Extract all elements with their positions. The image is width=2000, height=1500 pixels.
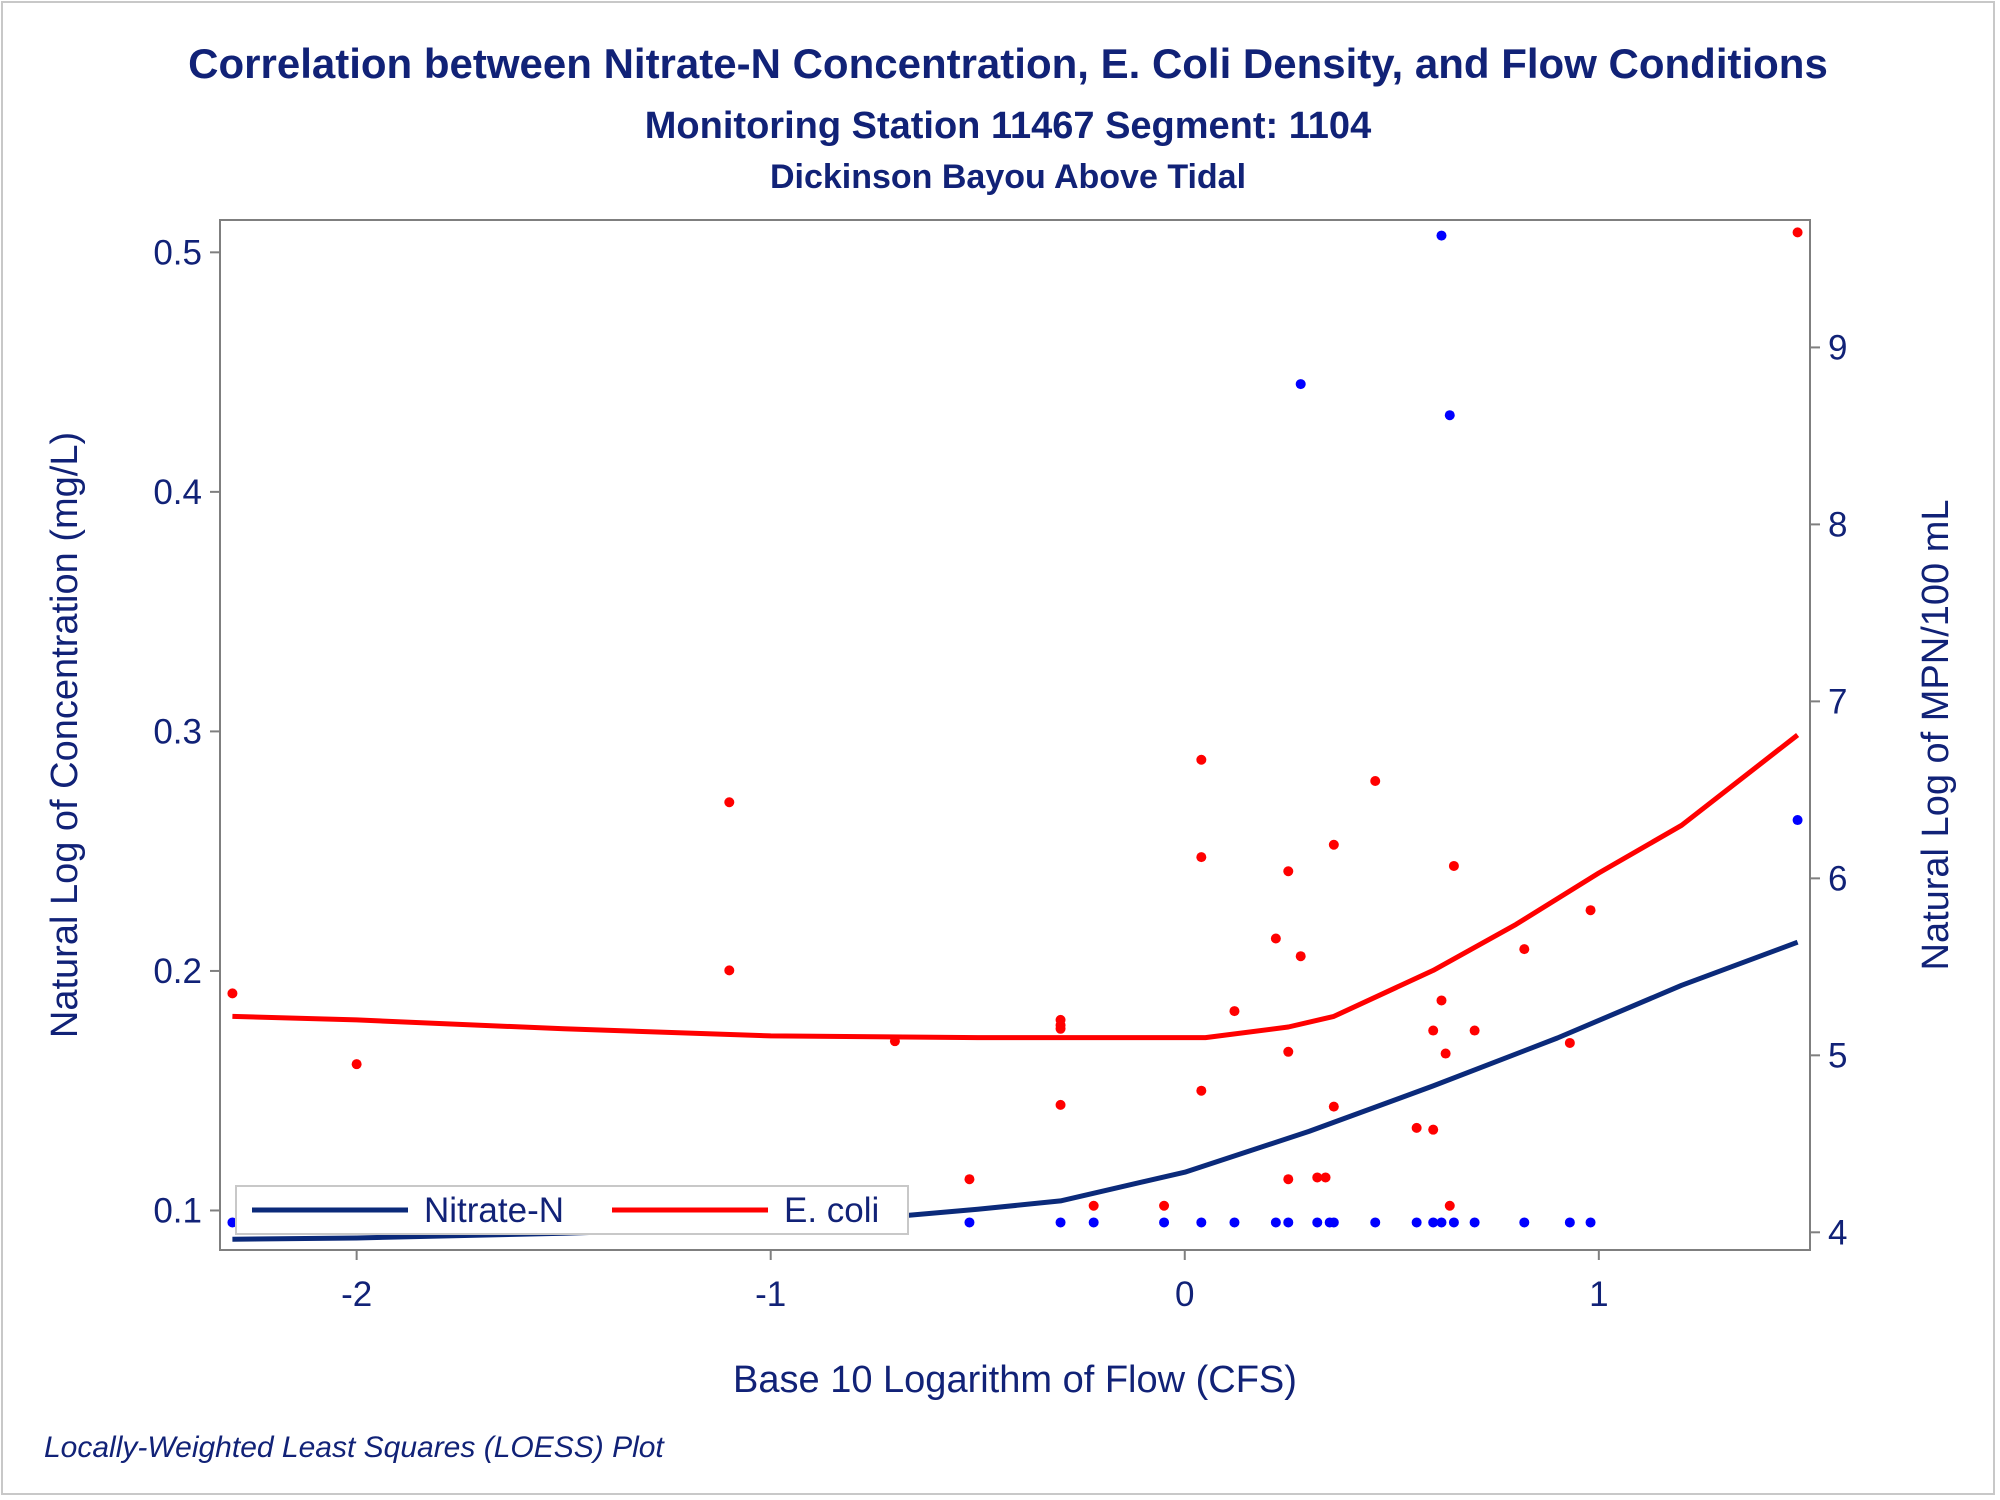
- y-tick-label: 0.1: [153, 1191, 202, 1230]
- y-tick-label: 0.5: [153, 233, 202, 272]
- y-tick-label: 0.2: [153, 952, 202, 991]
- y2-tick-label: 7: [1828, 682, 1847, 721]
- nitrate-point: [1088, 1217, 1099, 1228]
- ecoli-points: [227, 227, 1803, 1220]
- nitrate-point: [1792, 815, 1803, 826]
- ecoli-point: [1270, 933, 1281, 944]
- nitrate-point: [1411, 1217, 1422, 1228]
- ecoli-point: [1196, 852, 1207, 863]
- y-tick-label: 0.4: [153, 473, 202, 512]
- nitrate-point: [1196, 1217, 1207, 1228]
- nitrate-point: [1328, 1217, 1339, 1228]
- ecoli-point: [1196, 754, 1207, 765]
- ecoli-point: [1328, 1101, 1339, 1112]
- y2-tick-label: 4: [1828, 1213, 1847, 1252]
- x-tick-label: 0: [1175, 1275, 1194, 1314]
- ecoli-point: [1055, 1099, 1066, 1110]
- nitrate-point: [1229, 1217, 1240, 1228]
- ecoli-point: [1229, 1006, 1240, 1017]
- y-axis-right: 4 5 6 7 8 9: [1810, 328, 1847, 1252]
- nitrate-point: [1370, 1217, 1381, 1228]
- nitrate-point: [1448, 1217, 1459, 1228]
- chart-subtitle: Monitoring Station 11467 Segment: 1104: [645, 105, 1371, 147]
- nitrate-point: [1585, 1217, 1596, 1228]
- ecoli-point: [1440, 1048, 1451, 1059]
- x-tick-label: -1: [755, 1275, 786, 1314]
- nitrate-point: [1055, 1217, 1066, 1228]
- ecoli-point: [1428, 1124, 1439, 1135]
- x-axis-label: Base 10 Logarithm of Flow (CFS): [733, 1359, 1297, 1401]
- y-axis-left: 0.1 0.2 0.3 0.4 0.5: [153, 233, 220, 1230]
- ecoli-point: [1448, 860, 1459, 871]
- y-axis-label: Natural Log of Concentration (mg/L): [44, 432, 86, 1038]
- nitrate-point: [1519, 1217, 1530, 1228]
- nitrate-point: [1270, 1217, 1281, 1228]
- chart-subtitle-2: Dickinson Bayou Above Tidal: [770, 158, 1246, 196]
- ecoli-point: [1196, 1085, 1207, 1096]
- ecoli-point: [1328, 839, 1339, 850]
- ecoli-point: [1295, 951, 1306, 962]
- legend-label-nitrate: Nitrate-N: [424, 1191, 564, 1230]
- plot-area: [219, 219, 1811, 1251]
- legend: Nitrate-N E. coli: [235, 1185, 909, 1235]
- nitrate-point: [1312, 1217, 1323, 1228]
- ecoli-point: [1312, 1172, 1323, 1183]
- nitrate-point: [1283, 1217, 1294, 1228]
- ecoli-point: [227, 988, 238, 999]
- ecoli-point: [1519, 944, 1530, 955]
- ecoli-point: [1055, 1023, 1066, 1034]
- ecoli-point: [1283, 1174, 1294, 1185]
- nitrate-point: [1428, 1217, 1439, 1228]
- ecoli-point: [1283, 866, 1294, 877]
- chart-title: Correlation between Nitrate-N Concentrat…: [188, 40, 1828, 87]
- nitrate-point: [1159, 1217, 1170, 1228]
- y2-tick-label: 8: [1828, 505, 1847, 544]
- nitrate-point: [964, 1217, 975, 1228]
- ecoli-point: [1370, 776, 1381, 787]
- y2-axis-label: Natural Log of MPN/100 mL: [1915, 499, 1957, 970]
- ecoli-point: [1088, 1200, 1099, 1211]
- y2-tick-label: 5: [1828, 1036, 1847, 1075]
- ecoli-point: [724, 965, 735, 976]
- y2-tick-label: 6: [1828, 859, 1847, 898]
- legend-label-ecoli: E. coli: [784, 1191, 879, 1230]
- ecoli-point: [1320, 1172, 1331, 1183]
- ecoli-point: [1564, 1037, 1575, 1048]
- nitrate-point: [1436, 1217, 1447, 1228]
- x-tick-label: 1: [1589, 1275, 1608, 1314]
- x-tick-label: -2: [341, 1275, 372, 1314]
- nitrate-point: [1469, 1217, 1480, 1228]
- ecoli-point: [1444, 1200, 1455, 1211]
- ecoli-loess-line: [232, 733, 1800, 1041]
- nitrate-point: [1444, 410, 1455, 421]
- ecoli-point: [1436, 995, 1447, 1006]
- ecoli-point: [1792, 227, 1803, 238]
- ecoli-point: [351, 1059, 362, 1070]
- footnote: Locally-Weighted Least Squares (LOESS) P…: [44, 1431, 665, 1464]
- ecoli-point: [1283, 1046, 1294, 1057]
- ecoli-point: [1585, 905, 1596, 916]
- y-tick-label: 0.3: [153, 712, 202, 751]
- ecoli-point: [1159, 1200, 1170, 1211]
- nitrate-point: [227, 1217, 238, 1228]
- nitrate-point: [1564, 1217, 1575, 1228]
- ecoli-point: [964, 1174, 975, 1185]
- ecoli-point: [1469, 1025, 1480, 1036]
- y2-tick-label: 9: [1828, 328, 1847, 367]
- ecoli-point: [1411, 1122, 1422, 1133]
- ecoli-point: [724, 797, 735, 808]
- nitrate-point: [1295, 379, 1306, 390]
- x-axis: -2 -1 0 1: [341, 1250, 1609, 1314]
- nitrate-point: [1436, 230, 1447, 241]
- ecoli-point: [1428, 1025, 1439, 1036]
